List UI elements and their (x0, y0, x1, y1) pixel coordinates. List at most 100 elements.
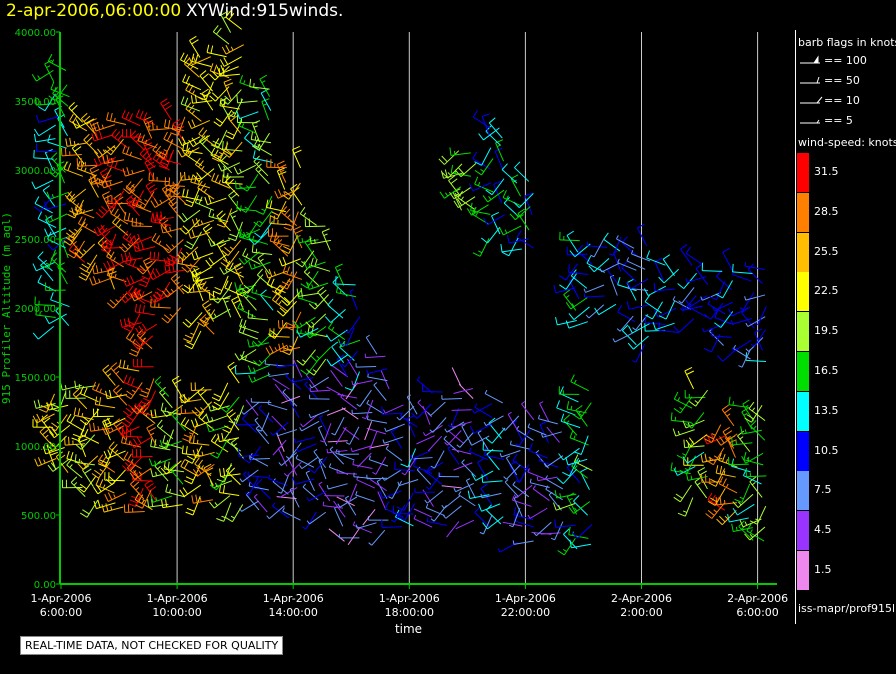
barb-flag (153, 198, 159, 206)
wind-barb (161, 499, 183, 509)
barb-staff (371, 529, 386, 546)
barb-flag (134, 303, 138, 312)
barb-flag (308, 413, 312, 418)
y-axis-title: 915 Profiler Altitude (m agl) (0, 212, 13, 404)
barb-staff (248, 477, 259, 496)
barb-flag (233, 418, 238, 421)
barb-flag (197, 321, 205, 327)
barb-staff (546, 455, 564, 468)
barb-staff (191, 60, 212, 68)
barb-staff (224, 439, 242, 452)
barb-staff (219, 437, 240, 443)
barb-flag (80, 460, 87, 467)
wind-barb (556, 400, 576, 416)
barb-staff (286, 271, 298, 290)
barb-flag (233, 443, 238, 447)
barb-staff (95, 403, 116, 409)
barb-staff (702, 270, 723, 272)
barb-flag (235, 266, 244, 271)
barb-flag (513, 494, 517, 499)
barb-flag (185, 318, 192, 325)
barb-staff (104, 159, 125, 164)
barb-flag (32, 415, 38, 424)
wind-barb (237, 300, 256, 318)
barb-flag (336, 354, 345, 360)
barb-staff (238, 349, 257, 361)
barb-flag (474, 207, 476, 212)
barb-flag (705, 513, 713, 519)
barb-flag (256, 268, 263, 276)
barb-flag (670, 462, 673, 471)
barb-flag (121, 421, 129, 428)
barb-flag (281, 281, 290, 287)
barb-flag (138, 200, 147, 206)
wind-barb (120, 252, 143, 263)
barb-flag (501, 163, 508, 170)
barb-flag (225, 135, 233, 140)
barb-flag (273, 271, 277, 276)
wind-barb (66, 413, 85, 432)
barb-staff (132, 479, 153, 482)
barb-flag (185, 459, 193, 464)
barb-legend-item: == 5 (824, 114, 853, 127)
barb-flag (109, 112, 113, 122)
wind-barb (745, 352, 767, 363)
barb-flag (150, 409, 153, 418)
barb-staff (53, 424, 71, 439)
barb-staff (413, 518, 433, 528)
barb-flag (679, 469, 688, 475)
barb-flag (129, 352, 137, 357)
barb-staff (98, 461, 111, 479)
barb-legend-item: == 10 (824, 94, 860, 107)
barb-flag (442, 514, 447, 519)
barb-flag (118, 359, 122, 368)
barb-staff (621, 267, 637, 282)
barb-staff (239, 454, 260, 458)
barb-flag (278, 343, 281, 352)
barb-flag (504, 479, 509, 483)
barb-staff (92, 277, 112, 286)
barb-flag (527, 514, 531, 519)
barb-flag (239, 168, 242, 173)
barb-staff (126, 277, 145, 287)
barb-flag (190, 66, 194, 70)
wind-barb (222, 141, 243, 158)
barb-staff (731, 465, 751, 473)
barb-flag (230, 210, 238, 215)
wind-barb (644, 294, 662, 314)
barb-flag (474, 403, 478, 408)
barb-flag (91, 169, 100, 174)
barb-staff (292, 149, 302, 169)
wind-barb (305, 313, 327, 328)
barb-flag (184, 244, 192, 250)
barb-staff (446, 421, 465, 433)
barb-flag (189, 269, 195, 278)
barb-flag (538, 456, 542, 461)
wind-barb (252, 150, 274, 163)
barb-flag (145, 265, 149, 269)
barb-flag (143, 397, 151, 403)
barb-flag (97, 454, 104, 462)
barb-flag (201, 451, 204, 456)
barb-flag (311, 284, 314, 289)
wind-barb (466, 204, 489, 216)
barb-staff (223, 263, 242, 275)
wind-barb (732, 263, 753, 275)
barb-flag (242, 412, 249, 420)
barb-flag (461, 459, 465, 463)
barb-flag (84, 468, 92, 474)
barb-staff (54, 84, 68, 101)
wind-barb (129, 337, 146, 357)
wind-barb (714, 311, 734, 328)
barb-staff (382, 490, 402, 499)
barb-staff (701, 481, 722, 483)
wind-barb (728, 396, 749, 408)
barb-flag (221, 46, 227, 55)
barb-staff (313, 358, 327, 376)
barb-staff (95, 124, 115, 132)
barb-flag (382, 439, 385, 444)
barb-staff (384, 469, 402, 481)
barb-staff (662, 258, 675, 276)
barb-staff (218, 392, 230, 410)
barb-staff (146, 378, 155, 398)
